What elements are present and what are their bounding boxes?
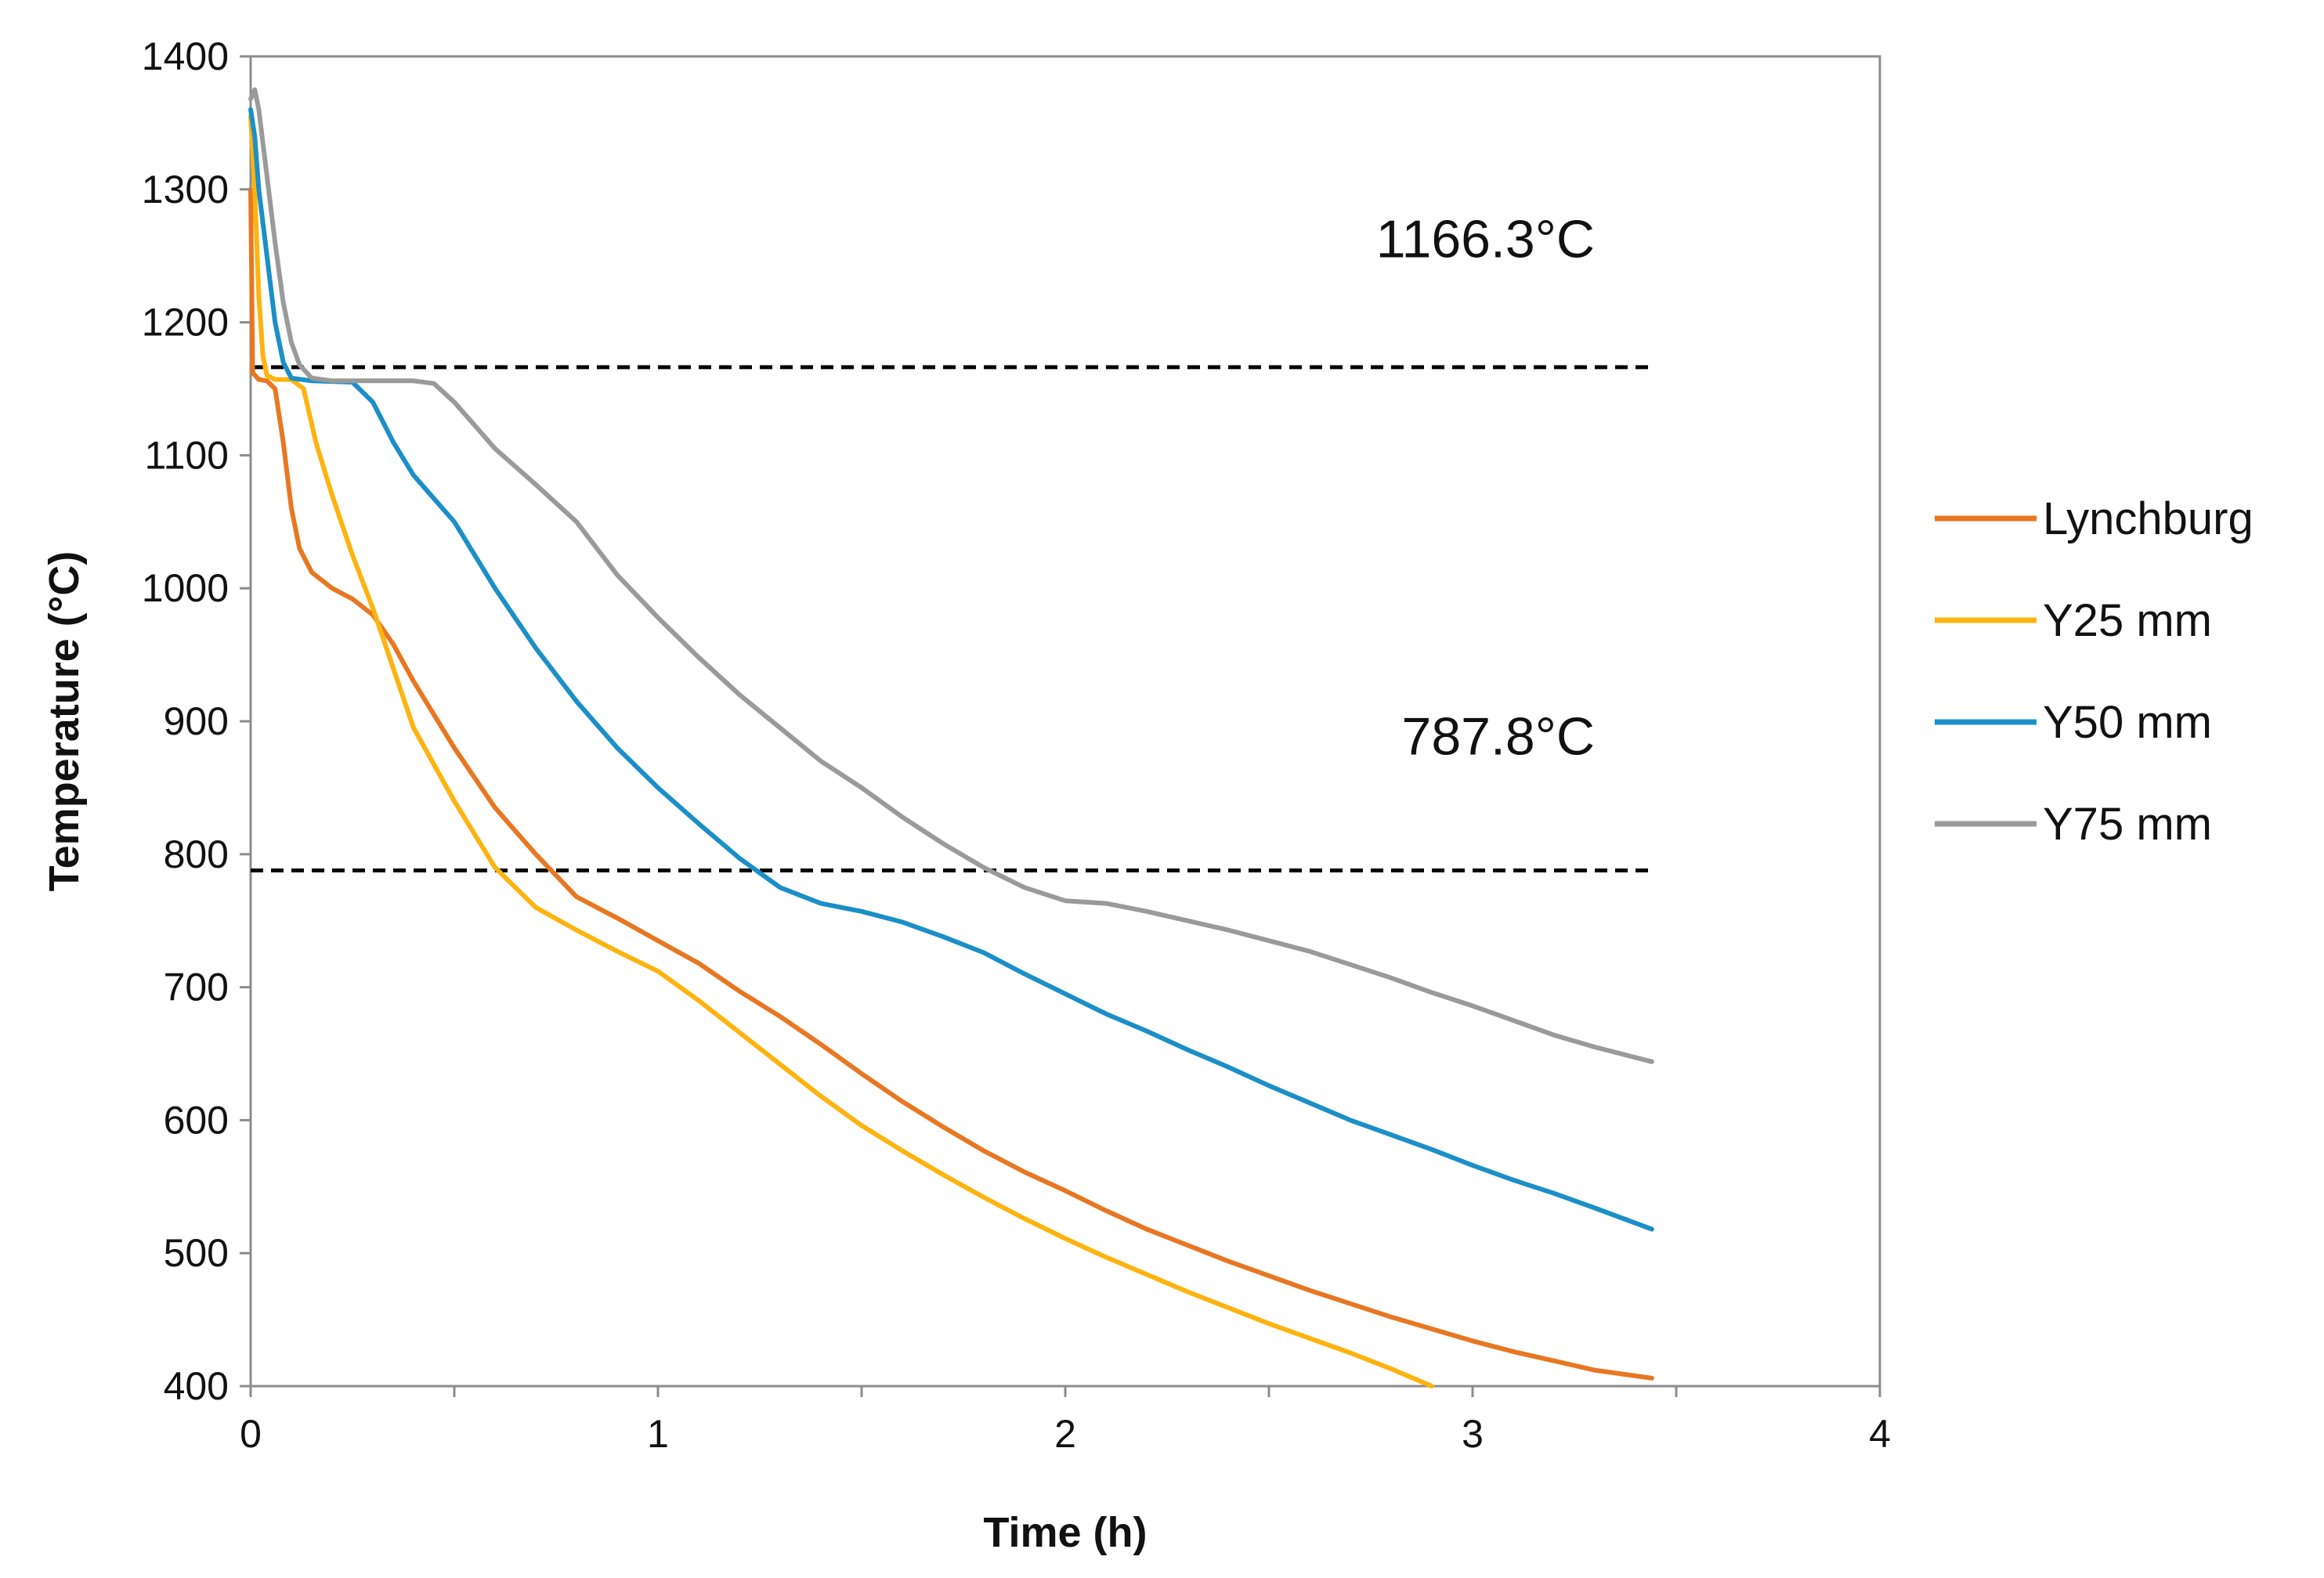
x-axis-title: Time (h) bbox=[983, 1509, 1147, 1556]
x-tick-label: 2 bbox=[1054, 1412, 1076, 1456]
y-tick-label: 800 bbox=[164, 832, 229, 876]
y-tick-label: 400 bbox=[164, 1364, 229, 1408]
y-tick-label: 700 bbox=[164, 966, 229, 1009]
series-line bbox=[248, 114, 1434, 1388]
y-tick-label: 900 bbox=[164, 699, 229, 743]
legend-label: Y75 mm bbox=[2043, 799, 2212, 850]
legend: Lynchburg Y25 mm Y50 mm Y75 mm bbox=[1935, 493, 2254, 850]
legend-label: Y50 mm bbox=[2043, 697, 2212, 748]
y-tick-label: 1400 bbox=[142, 34, 229, 78]
x-tick-label: 0 bbox=[240, 1412, 262, 1456]
y-tick-label: 600 bbox=[164, 1098, 229, 1142]
x-tick-label: 3 bbox=[1462, 1412, 1484, 1456]
y-tick-label: 1200 bbox=[142, 301, 229, 345]
series-line bbox=[248, 186, 1654, 1381]
x-tick-label: 4 bbox=[1869, 1412, 1891, 1456]
plot-area bbox=[249, 55, 1881, 1388]
legend-label: Y25 mm bbox=[2043, 595, 2212, 646]
y-axis-title: Temperature (°C) bbox=[41, 551, 88, 892]
series-line bbox=[248, 107, 1654, 1232]
x-tick-label: 1 bbox=[647, 1412, 669, 1456]
y-tick-label: 1000 bbox=[142, 566, 229, 610]
reference-line-label: 787.8°C bbox=[1402, 706, 1595, 766]
reference-line-label: 1166.3°C bbox=[1376, 209, 1595, 269]
y-tick-label: 1300 bbox=[142, 168, 229, 211]
y-tick-label: 500 bbox=[164, 1231, 229, 1275]
legend-label: Lynchburg bbox=[2043, 493, 2254, 544]
series-line bbox=[248, 87, 1654, 1064]
y-tick-label: 1100 bbox=[144, 433, 229, 477]
